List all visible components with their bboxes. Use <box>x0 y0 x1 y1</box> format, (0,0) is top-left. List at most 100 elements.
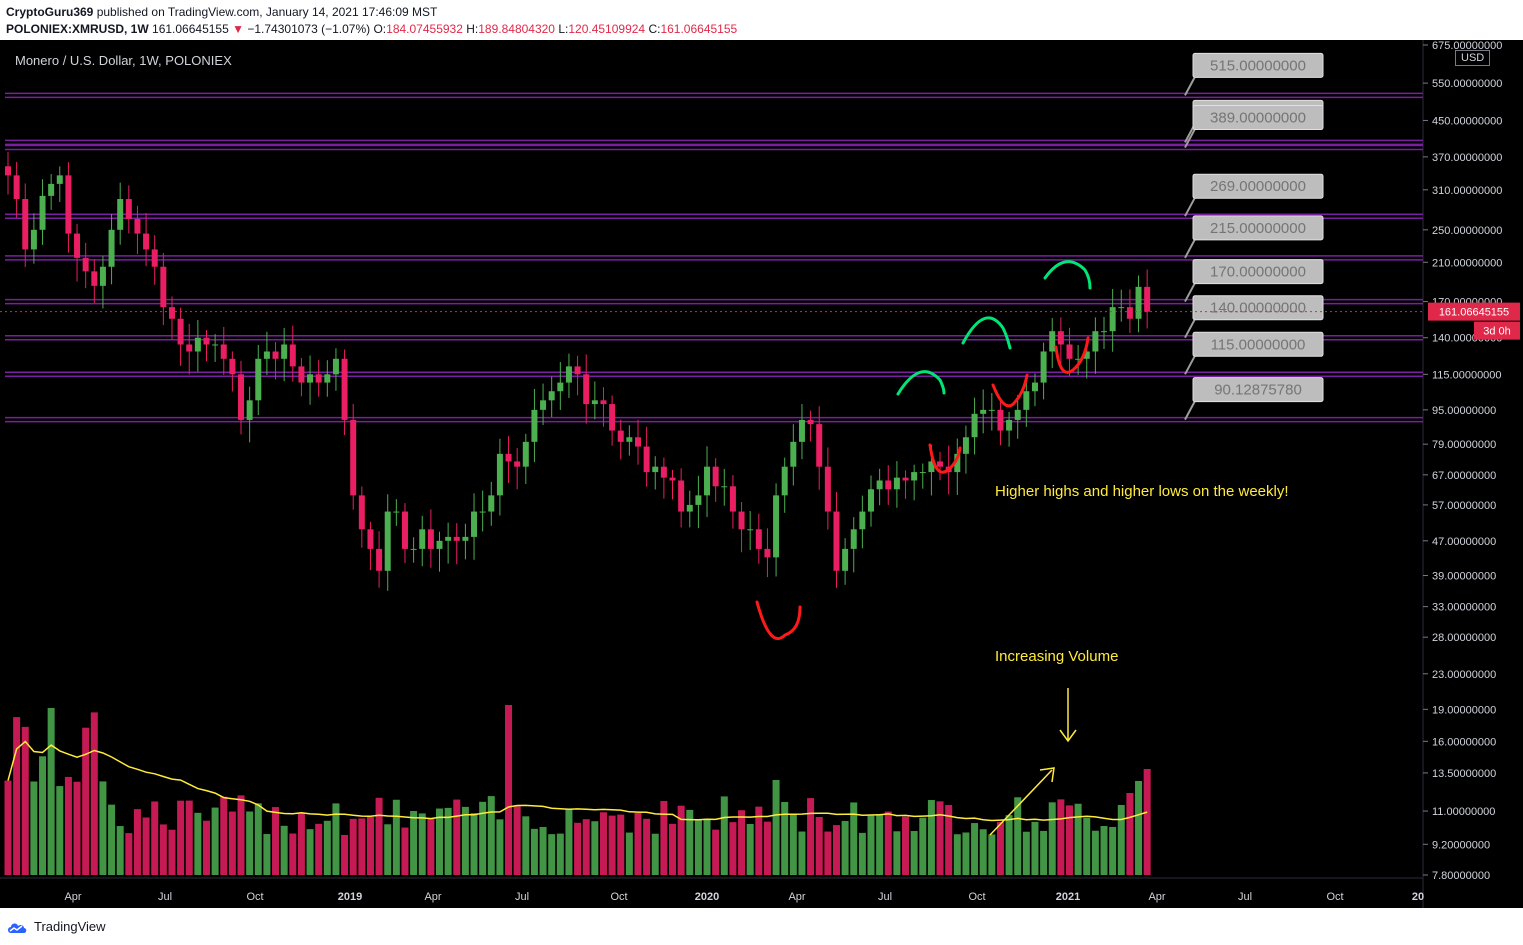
y-tick-label: 210.00000000 <box>1432 257 1502 269</box>
x-tick-label: Oct <box>610 891 627 903</box>
candle-body <box>298 366 305 383</box>
volume-bar <box>470 813 478 875</box>
level-label-box[interactable] <box>1192 52 1324 78</box>
price-chart[interactable]: 675.00000000 550.00000000 450.00000000 370.… <box>0 40 1523 908</box>
y-tick-label: 28.00000000 <box>1432 632 1496 644</box>
chart-title: Monero / U.S. Dollar, 1W, POLONIEX <box>15 53 232 68</box>
candle-body <box>548 391 555 401</box>
volume-bar <box>858 832 866 875</box>
volume-bar <box>565 808 573 875</box>
candle-body <box>13 175 20 200</box>
level-label-text: 515.00000000 <box>1210 57 1306 74</box>
volume-bar <box>194 812 202 875</box>
candle-body <box>712 466 719 487</box>
level-label-box[interactable] <box>1192 105 1324 131</box>
candle-body <box>617 430 624 442</box>
volume-bar <box>902 816 910 875</box>
volume-bar <box>211 807 219 875</box>
candle-body <box>540 400 547 410</box>
level-label-box[interactable] <box>1192 295 1324 321</box>
volume-bar <box>1048 802 1056 875</box>
volume-bar <box>720 796 728 875</box>
volume-bar <box>341 834 349 875</box>
candle-body <box>824 466 831 512</box>
candle-body <box>531 409 538 442</box>
candle-body <box>557 382 564 392</box>
level-label-box[interactable] <box>1192 259 1324 285</box>
volume-bar <box>64 776 72 875</box>
author-name[interactable]: CryptoGuru369 <box>6 5 94 19</box>
volume-bar <box>159 824 167 875</box>
publish-line: CryptoGuru369 published on TradingView.c… <box>6 5 437 19</box>
volume-ma-line <box>7 740 1148 822</box>
y-tick-label: 79.00000000 <box>1432 439 1496 451</box>
footer: TradingView <box>0 908 1523 945</box>
volume-bar <box>392 799 400 875</box>
volume-bar <box>1135 781 1143 875</box>
candle-body <box>652 466 659 473</box>
x-tick-label: Jul <box>515 891 529 903</box>
volume-bar <box>686 809 694 875</box>
volume-bar <box>660 800 668 875</box>
volume-bar <box>168 829 176 875</box>
candle-body <box>427 529 434 549</box>
candle-body <box>125 199 132 219</box>
candle-body <box>332 358 339 375</box>
candle-body <box>1057 331 1064 345</box>
level-label-text: 115.00000000 <box>1211 336 1306 353</box>
volume-bar <box>634 812 642 875</box>
volume-bar <box>375 797 383 875</box>
volume-bar <box>410 810 418 875</box>
y-tick-label: 450.00000000 <box>1432 115 1502 127</box>
volume-bar <box>927 800 935 875</box>
volume-bar <box>13 717 21 875</box>
candle-body <box>324 374 331 383</box>
candle-body <box>660 466 667 478</box>
countdown-text: 3d 0h <box>1483 326 1511 338</box>
volume-bar <box>30 781 38 875</box>
x-tick-label: Apr <box>424 891 441 903</box>
candle-body <box>5 166 11 176</box>
candle-body <box>168 307 175 319</box>
volume-bar <box>108 804 116 875</box>
volume-bar <box>1109 826 1117 875</box>
increasing-volume-annotation: Increasing Volume <box>995 648 1119 665</box>
volume-bar <box>332 803 340 875</box>
x-tick-label: Jul <box>878 891 892 903</box>
x-tick-label: 2020 <box>695 891 719 903</box>
volume-bar <box>884 811 892 875</box>
candle-body <box>755 529 762 549</box>
candle-body <box>937 461 944 467</box>
candle-body <box>160 266 167 308</box>
level-label-box[interactable] <box>1192 331 1324 357</box>
volume-bar <box>996 821 1004 875</box>
candle-body <box>686 504 693 512</box>
level-label-box[interactable] <box>1192 215 1324 241</box>
volume-bar <box>358 818 366 875</box>
candle-body <box>893 477 900 490</box>
chart-area[interactable]: 675.00000000 550.00000000 450.00000000 370.… <box>0 40 1523 908</box>
low-label: L: <box>558 22 569 36</box>
volume-bar <box>781 801 789 875</box>
rising-volume-arrow <box>989 769 1053 836</box>
candle-body <box>1144 286 1151 312</box>
candle-body <box>781 466 788 496</box>
swing-high-arc <box>896 370 946 396</box>
volume-bar <box>1022 831 1030 875</box>
candle-body <box>1066 344 1073 359</box>
volume-bar <box>1126 793 1134 875</box>
candle-body <box>850 529 857 549</box>
candle-body <box>842 548 849 571</box>
level-label-box[interactable] <box>1192 377 1324 403</box>
volume-bar <box>599 812 607 875</box>
currency-badge[interactable]: USD <box>1455 50 1491 66</box>
candle-body <box>704 466 711 496</box>
y-tick-label: 67.00000000 <box>1432 470 1496 482</box>
volume-bar <box>548 834 556 875</box>
tradingview-logo[interactable]: TradingView <box>6 919 106 934</box>
level-label-text: 215.00000000 <box>1210 220 1306 237</box>
close-value: 161.06645155 <box>660 22 738 36</box>
candle-body <box>1023 391 1030 410</box>
candle-body <box>393 511 400 513</box>
level-label-box[interactable] <box>1192 173 1324 199</box>
